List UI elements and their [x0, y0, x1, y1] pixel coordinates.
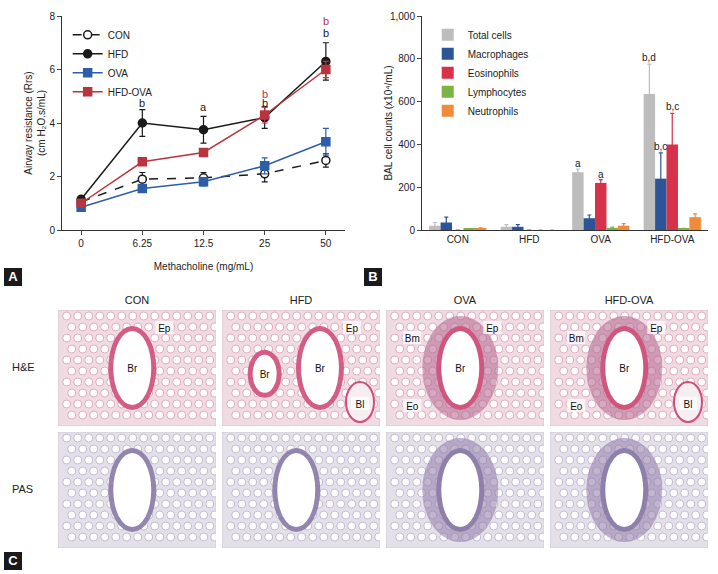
- svg-text:Lymphocytes: Lymphocytes: [468, 87, 527, 98]
- svg-text:Airway resistance (Rrs)(cm H₂O: Airway resistance (Rrs)(cm H₂O.s/mL): [23, 71, 47, 174]
- svg-text:Ep: Ep: [486, 323, 499, 334]
- svg-text:6: 6: [49, 64, 55, 75]
- svg-text:Eosinophils: Eosinophils: [468, 68, 519, 79]
- svg-text:b,c: b,c: [666, 101, 679, 112]
- svg-text:6.25: 6.25: [133, 238, 153, 249]
- svg-text:0: 0: [78, 238, 84, 249]
- svg-text:0: 0: [49, 225, 55, 236]
- svg-text:HFD-OVA: HFD-OVA: [108, 87, 153, 98]
- svg-text:CON: CON: [447, 234, 469, 245]
- html-text:PAS: PAS: [12, 483, 34, 495]
- svg-text:b,c: b,c: [654, 141, 667, 152]
- html-text:B: B: [368, 269, 378, 284]
- svg-text:0: 0: [409, 225, 415, 236]
- svg-text:4: 4: [49, 118, 55, 129]
- svg-text:Br: Br: [127, 363, 138, 374]
- svg-text:Bm: Bm: [405, 333, 420, 344]
- svg-text:Eo: Eo: [406, 401, 419, 412]
- svg-text:12.5: 12.5: [194, 238, 214, 249]
- svg-text:b: b: [323, 15, 329, 27]
- svg-text:OVA: OVA: [591, 234, 612, 245]
- svg-text:Methacholine (mg/mL): Methacholine (mg/mL): [154, 261, 253, 272]
- svg-text:CON: CON: [108, 30, 130, 41]
- svg-text:Bm: Bm: [569, 333, 584, 344]
- svg-text:HFD-OVA: HFD-OVA: [650, 234, 695, 245]
- svg-text:Ep: Ep: [346, 323, 359, 334]
- html-text:OVA: OVA: [453, 294, 477, 306]
- svg-text:1,000: 1,000: [390, 11, 415, 22]
- html-text:CON: CON: [124, 294, 150, 306]
- svg-text:Bl: Bl: [356, 399, 365, 410]
- svg-text:b: b: [139, 97, 145, 109]
- svg-text:b: b: [323, 27, 329, 39]
- svg-text:2: 2: [49, 171, 55, 182]
- svg-text:BAL cell counts (x10⁴/mL): BAL cell counts (x10⁴/mL): [383, 65, 394, 180]
- svg-text:50: 50: [320, 238, 332, 249]
- html-text:HFD-OVA: HFD-OVA: [604, 294, 654, 306]
- svg-text:b: b: [262, 88, 268, 100]
- svg-text:25: 25: [259, 238, 271, 249]
- svg-text:600: 600: [398, 96, 415, 107]
- svg-text:Br: Br: [619, 363, 630, 374]
- svg-text:Br: Br: [455, 363, 466, 374]
- svg-text:b: b: [262, 97, 268, 109]
- svg-text:Ep: Ep: [158, 323, 171, 334]
- svg-text:Ep: Ep: [650, 323, 663, 334]
- svg-text:a: a: [598, 169, 604, 180]
- svg-text:Macrophages: Macrophages: [468, 49, 529, 60]
- svg-text:Neutrophils: Neutrophils: [468, 106, 519, 117]
- svg-text:Br: Br: [260, 369, 271, 380]
- html-text:HFD: HFD: [289, 294, 313, 306]
- svg-text:400: 400: [398, 139, 415, 150]
- svg-text:800: 800: [398, 53, 415, 64]
- svg-text:HFD: HFD: [519, 234, 540, 245]
- svg-text:a: a: [200, 101, 207, 113]
- svg-text:a: a: [575, 158, 581, 169]
- svg-text:8: 8: [49, 11, 55, 22]
- html-text:A: A: [8, 269, 18, 284]
- svg-text:Total cells: Total cells: [468, 30, 512, 41]
- svg-text:200: 200: [398, 182, 415, 193]
- svg-text:HFD: HFD: [108, 49, 129, 60]
- svg-text:Eo: Eo: [570, 401, 583, 412]
- html-text:C: C: [8, 553, 18, 568]
- svg-text:Br: Br: [315, 363, 326, 374]
- svg-text:Bl: Bl: [684, 399, 693, 410]
- svg-text:OVA: OVA: [108, 68, 129, 79]
- svg-text:b,d: b,d: [642, 52, 656, 63]
- html-text:H&E: H&E: [12, 361, 35, 373]
